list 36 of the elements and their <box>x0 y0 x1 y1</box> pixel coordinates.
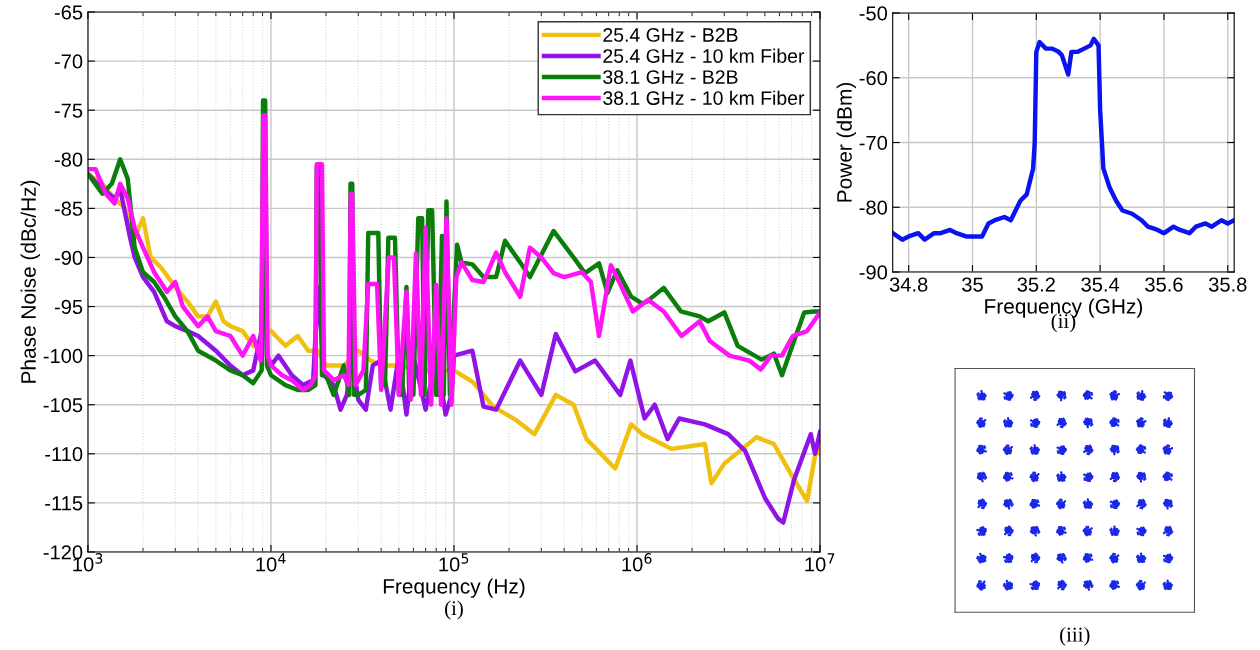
y-axis-title: Power (dBm) <box>836 83 856 202</box>
y-tick-label: -90 <box>859 265 888 280</box>
x-tick-label: 35.6 <box>1145 277 1183 292</box>
x-tick-label: 10$^{7}$ <box>805 553 835 572</box>
x-tick-label: 35.4 <box>1081 277 1120 292</box>
x-tick-label: 10$^{4}$ <box>256 553 286 572</box>
y-tick-label: -90 <box>54 250 83 265</box>
legend-label: 38.1 GHz - B2B <box>603 70 738 84</box>
y-tick-label: -115 <box>45 496 83 511</box>
y-tick-label: -75 <box>54 103 83 118</box>
y-tick-label: -80 <box>54 152 83 167</box>
y-tick-label: -95 <box>54 299 83 315</box>
y-tick-label: -105 <box>43 397 83 413</box>
legend-label: 38.1 GHz - 10 km Fiber <box>603 90 805 105</box>
legend-label: 25.4 GHz - B2B <box>603 28 738 42</box>
x-tick-label: 35.8 <box>1208 277 1247 292</box>
y-tick-label: -70 <box>54 54 83 69</box>
y-tick-label: -70 <box>859 135 888 151</box>
x-tick-label: 35.2 <box>1017 277 1055 292</box>
y-axis-title: Phase Noise (dBc/Hz) <box>20 180 40 383</box>
y-tick-label: -50 <box>859 6 888 21</box>
x-axis-title: Frequency (Hz) <box>383 578 525 598</box>
text: (i) <box>445 600 463 620</box>
y-tick-label: -65 <box>54 5 83 20</box>
line-series <box>892 36 1235 242</box>
x-tick-label: 10$^{5}$ <box>439 553 469 572</box>
y-tick-label: -60 <box>859 70 888 86</box>
x-tick-label: 34.8 <box>889 277 928 292</box>
x-tick-label: 35 <box>962 277 983 292</box>
x-tick-label: 10$^{6}$ <box>622 553 652 572</box>
y-tick-label: -85 <box>54 201 83 216</box>
y-tick-label: -110 <box>45 447 83 462</box>
y-tick-label: -80 <box>859 200 888 215</box>
legend-label: 25.4 GHz - 10 km Fiber <box>603 48 805 63</box>
y-tick-label: -100 <box>43 348 83 364</box>
text: (iii) <box>1060 626 1090 646</box>
